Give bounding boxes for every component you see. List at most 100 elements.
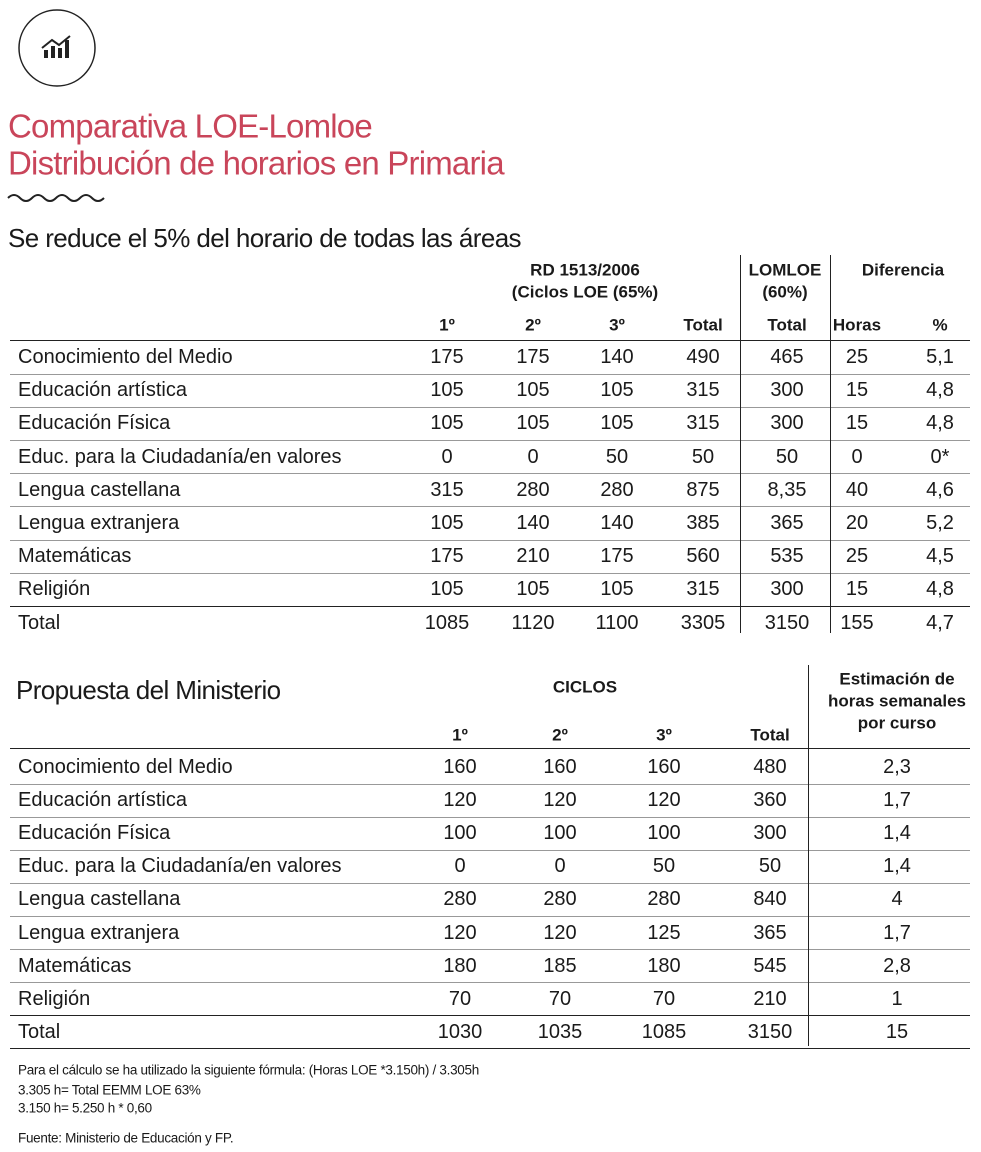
column-header: 3º bbox=[656, 725, 672, 745]
cell: 120 bbox=[443, 921, 477, 944]
column-header: Total bbox=[767, 315, 807, 335]
cell: 300 bbox=[770, 379, 804, 402]
cell: 0* bbox=[930, 445, 950, 468]
cell: 545 bbox=[753, 954, 787, 977]
cell: 175 bbox=[430, 346, 464, 368]
cell: 1,7 bbox=[883, 921, 911, 944]
cell: 300 bbox=[753, 822, 787, 845]
row-label: Educación Física bbox=[18, 412, 171, 435]
row-label: Lengua extranjera bbox=[18, 921, 180, 944]
wave bbox=[7, 194, 105, 202]
cell: 160 bbox=[647, 756, 681, 778]
row-label: Lengua castellana bbox=[18, 888, 181, 911]
row-rule bbox=[10, 506, 970, 508]
cell: 120 bbox=[543, 789, 577, 812]
row-label: Conocimiento del Medio bbox=[18, 756, 233, 778]
cell: 1035 bbox=[537, 1020, 583, 1043]
row-label: Total bbox=[18, 1020, 61, 1043]
cell: 365 bbox=[753, 921, 787, 944]
cell: 180 bbox=[443, 954, 477, 977]
group-header: (60%) bbox=[762, 282, 808, 302]
cell: 280 bbox=[443, 888, 477, 911]
cell: 140 bbox=[600, 512, 634, 534]
group-header: (Ciclos LOE (65%) bbox=[511, 282, 659, 302]
cell: 1,4 bbox=[883, 855, 911, 878]
row-label: Lengua castellana bbox=[18, 478, 181, 501]
cell: 0 bbox=[527, 445, 539, 468]
cell: 360 bbox=[753, 789, 787, 812]
cell: 20 bbox=[845, 512, 869, 534]
cell: 4,8 bbox=[926, 578, 954, 601]
row-label: Educación artística bbox=[18, 789, 187, 812]
cell: 3150 bbox=[764, 611, 810, 634]
row-label: Educ. para la Ciudadanía/en valores bbox=[18, 445, 342, 468]
column-header: 3º bbox=[609, 315, 625, 335]
cell: 3305 bbox=[680, 611, 726, 634]
cell: 560 bbox=[686, 545, 720, 568]
cell: 2,3 bbox=[883, 756, 911, 778]
cell: 70 bbox=[548, 987, 572, 1010]
row-rule bbox=[10, 440, 970, 441]
cell: 40 bbox=[845, 478, 869, 501]
column-header: 2º bbox=[552, 725, 568, 745]
cell: 50 bbox=[775, 445, 799, 468]
row-rule bbox=[10, 473, 970, 475]
icon-circle bbox=[18, 9, 96, 87]
cell: 175 bbox=[600, 545, 634, 568]
cell: 385 bbox=[686, 512, 720, 534]
cell: 180 bbox=[647, 954, 681, 977]
cell: 105 bbox=[600, 412, 634, 435]
row-label: Conocimiento del Medio bbox=[18, 346, 233, 368]
cell: 3150 bbox=[747, 1020, 793, 1043]
cell: 155 bbox=[840, 611, 874, 634]
column-header: 1º bbox=[452, 725, 468, 745]
cell: 160 bbox=[443, 756, 477, 778]
cell: 210 bbox=[516, 545, 550, 568]
column-rule bbox=[830, 255, 831, 633]
row-rule bbox=[10, 406, 970, 408]
cell: 120 bbox=[647, 789, 681, 812]
cell: 1,4 bbox=[883, 822, 911, 845]
cell: 50 bbox=[691, 445, 715, 468]
cell: 465 bbox=[770, 346, 804, 368]
cell: 160 bbox=[543, 756, 577, 778]
decor bbox=[7, 9, 105, 202]
cell: 1 bbox=[891, 987, 903, 1010]
cell: 5,2 bbox=[926, 512, 954, 534]
row-label: Educación Física bbox=[18, 822, 171, 845]
cell: 25 bbox=[845, 346, 869, 368]
cell: 105 bbox=[430, 379, 464, 402]
row-rule bbox=[10, 982, 970, 984]
cell: 50 bbox=[758, 855, 782, 878]
row-rule bbox=[10, 606, 970, 607]
row-rule bbox=[10, 816, 970, 818]
group-header: horas semanales bbox=[828, 691, 966, 711]
cell: 100 bbox=[443, 822, 477, 845]
column-header: 1º bbox=[439, 315, 455, 335]
cell: 15 bbox=[885, 1020, 909, 1043]
cell: 875 bbox=[686, 478, 720, 501]
cell: 70 bbox=[448, 987, 472, 1010]
cell: 175 bbox=[430, 545, 464, 568]
cell: 105 bbox=[600, 379, 634, 402]
cell: 1,7 bbox=[883, 789, 911, 812]
cell: 175 bbox=[516, 346, 550, 368]
row-rule bbox=[10, 949, 970, 950]
row-label: Religión bbox=[18, 987, 91, 1010]
cell: 1100 bbox=[595, 611, 639, 634]
footnote: Fuente: Ministerio de Educación y FP. bbox=[18, 1130, 234, 1146]
footnote: Para el cálculo se ha utilizado la sigui… bbox=[18, 1062, 479, 1078]
title-line: Distribución de horarios en Primaria bbox=[8, 144, 505, 182]
cell: 1085 bbox=[424, 611, 470, 634]
cell: 105 bbox=[516, 379, 550, 402]
column-rule bbox=[740, 255, 741, 633]
cell: 100 bbox=[543, 822, 577, 845]
cell: 50 bbox=[605, 445, 629, 468]
group-header: RD 1513/2006 bbox=[530, 260, 640, 280]
cell: 15 bbox=[845, 578, 869, 601]
chart-icon bbox=[41, 35, 71, 58]
cell: 140 bbox=[516, 512, 550, 534]
footnote: 3.150 h= 5.250 h * 0,60 bbox=[18, 1100, 152, 1116]
cell: 0 bbox=[554, 855, 566, 878]
